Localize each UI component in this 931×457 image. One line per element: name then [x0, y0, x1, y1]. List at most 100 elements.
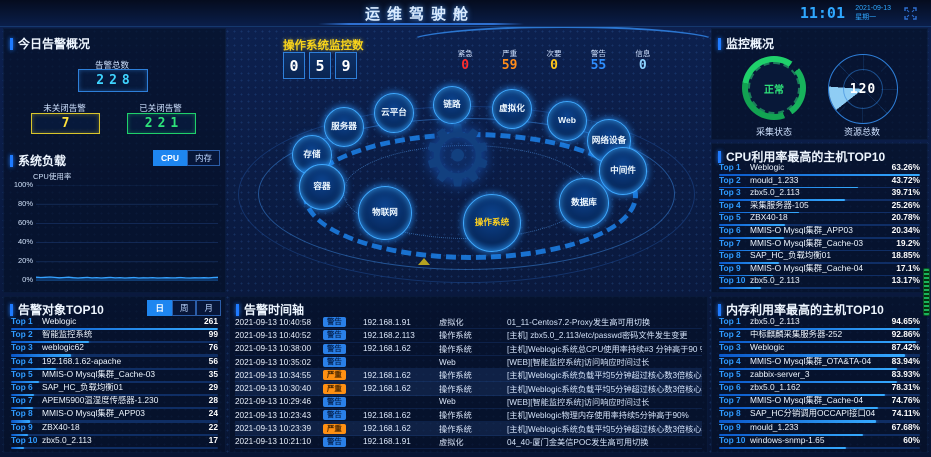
list-item: Top 4 MMIS-O Mysql集群_OTA&TA-04 83.94% — [719, 355, 920, 370]
y-tick: 60% — [17, 218, 33, 227]
list-item: Top 4 192.168.1.62-apache 56 — [11, 355, 218, 370]
rank-label: Top 2 — [719, 329, 741, 340]
load-tab[interactable]: 内存 — [186, 150, 220, 166]
mem-percent: 83.94% — [891, 355, 920, 366]
category-node[interactable]: 链路 — [433, 86, 471, 124]
category-node[interactable]: Web — [547, 101, 587, 141]
bar-fill — [11, 407, 34, 410]
category-node-label: 链路 — [443, 99, 461, 110]
alarm-total-value: 228 — [78, 69, 148, 92]
category-node[interactable]: 云平台 — [374, 93, 414, 133]
category-node[interactable]: 操作系统 — [463, 194, 521, 252]
alarm-message: [主机]Weblogic系统负载平均5分钟超过核心数3倍核心数，系统负载过高 — [507, 384, 702, 394]
alarm-category: 操作系统 — [439, 411, 472, 421]
severity-item: 严重 59 — [487, 48, 531, 73]
category-node[interactable]: 服务器 — [324, 107, 364, 147]
bar-fill — [719, 224, 785, 226]
alarm-count: 28 — [208, 395, 218, 406]
bar-fill — [11, 394, 34, 397]
page-scrollbar-thumb[interactable] — [923, 268, 930, 316]
period-tab[interactable]: 周 — [171, 300, 197, 316]
bar-fill — [719, 446, 847, 450]
counter-digit: 5 — [309, 52, 331, 79]
category-node-label: 容器 — [313, 181, 331, 192]
bar-track — [719, 394, 920, 397]
object-name: 192.168.1.62-apache — [42, 356, 122, 366]
host-name: MMIS-O Mysql集群_Cache-03 — [750, 238, 864, 248]
list-item: Top 7 APEM5900温湿度传感器-1.230 28 — [11, 395, 218, 410]
resource-total-gauge: 120 — [828, 54, 898, 124]
category-node[interactable]: 容器 — [299, 164, 345, 210]
object-name: Weblogic — [42, 317, 77, 326]
alarm-level-cell: 警告 — [323, 343, 363, 354]
alarm-level-cell: 警告 — [323, 357, 363, 368]
period-tab[interactable]: 日 — [147, 300, 172, 316]
category-node-label: 操作系统 — [474, 217, 510, 228]
alarm-level-cell: 警告 — [323, 436, 363, 447]
load-y-axis-label: CPU使用率 — [33, 172, 72, 181]
mem-top10-title: 内存利用率最高的主机TOP10 — [718, 301, 884, 318]
cpu-percent: 19.2% — [896, 237, 920, 248]
rank-label: Top 10 — [719, 275, 746, 286]
list-item: Top 3 zbx5.0_2.113 39.71% — [719, 188, 920, 201]
alarm-time: 2021-09-13 10:40:58 — [235, 317, 312, 327]
alarm-ip: 192.168.1.62 — [363, 410, 411, 420]
category-node[interactable]: 虚拟化 — [492, 89, 532, 129]
bar-track — [11, 341, 218, 344]
object-name: MMIS-O Mysql集群_Cache-03 — [42, 369, 156, 379]
rank-label: Top 2 — [11, 329, 33, 340]
bar-track — [11, 328, 218, 331]
alarm-time: 2021-09-13 10:34:55 — [235, 370, 312, 380]
alarm-category: 操作系统 — [439, 371, 472, 381]
severity-value: 55 — [590, 58, 607, 73]
list-item: Top 6 zbx5.0_1.162 78.31% — [719, 383, 920, 397]
rank-label: Top 4 — [11, 355, 33, 366]
load-tab[interactable]: CPU — [153, 150, 187, 166]
category-node-label: 数据库 — [571, 197, 597, 208]
carousel-up-arrow[interactable] — [418, 258, 430, 265]
category-node-label: 云平台 — [381, 107, 407, 118]
mem-percent: 94.65% — [891, 316, 920, 326]
object-name: zbx5.0_2.113 — [42, 435, 92, 445]
cpu-percent: 20.78% — [891, 212, 920, 223]
list-item: Top 10 windows-snmp-1.65 60% — [719, 435, 920, 450]
table-row: 2021-09-13 10:40:52 警告 192.168.2.113 操作系… — [235, 329, 702, 343]
table-row: 2021-09-13 10:23:43 警告 192.168.1.62 操作系统… — [235, 409, 702, 423]
table-row: 2021-09-13 10:35:02 警告 Web [WEB][智能监控系统]… — [235, 356, 702, 370]
monitor-overview-title: 监控概况 — [718, 35, 774, 52]
gauge-inner-ring — [843, 69, 883, 109]
mem-top10-list: Top 1 zbx5.0_2.113 94.65% Top 2 中标麒麟采集服务… — [719, 316, 920, 450]
bar-track — [11, 354, 218, 357]
severity-value: 59 — [501, 58, 518, 73]
alarm-count: 99 — [208, 329, 218, 340]
bar-fill — [11, 446, 25, 450]
os-monitor-count-label: 操作系统监控数 — [283, 40, 364, 52]
cpu-percent: 18.85% — [891, 250, 920, 261]
bar-fill — [719, 380, 898, 384]
weekday-text: 星期一 — [855, 14, 877, 21]
category-node-label: 网络设备 — [591, 135, 627, 146]
bar-fill — [719, 211, 800, 214]
bar-track — [719, 367, 920, 370]
rank-label: Top 9 — [11, 421, 33, 432]
bar-track — [719, 380, 920, 384]
list-item: Top 3 weblogic62 76 — [11, 343, 218, 357]
fullscreen-icon[interactable] — [904, 7, 917, 20]
alarm-ip: 192.168.1.62 — [363, 370, 411, 380]
category-node[interactable]: 物联网 — [358, 186, 412, 240]
category-node-label: 虚拟化 — [499, 103, 525, 114]
alarm-level-cell: 严重 — [323, 423, 363, 434]
bar-track — [719, 328, 920, 331]
bar-track — [719, 420, 920, 423]
alarm-message: [主机] zbx5.0_2.113/etc/passwd密码文件发生变更 — [507, 331, 688, 341]
panel-mem-top10: 内存利用率最高的主机TOP10 Top 1 zbx5.0_2.113 94.65… — [711, 296, 928, 453]
alarm-message: [主机]Weblogic系统总CPU使用率持续#3 分钟高于90 % — [507, 344, 702, 354]
rank-label: Top 5 — [719, 368, 741, 379]
category-node[interactable]: 数据库 — [559, 178, 609, 228]
period-tab[interactable]: 月 — [196, 300, 221, 316]
list-item: Top 5 MMIS-O Mysql集群_Cache-03 35 — [11, 369, 218, 384]
category-node-label: Web — [558, 115, 576, 126]
rank-label: Top 4 — [719, 199, 741, 210]
category-node[interactable]: 中间件 — [599, 147, 647, 195]
